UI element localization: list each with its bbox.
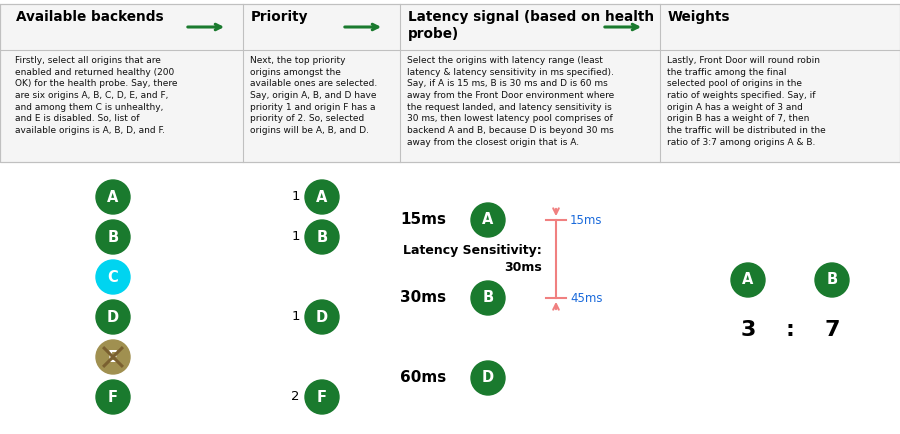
Circle shape bbox=[471, 361, 505, 395]
Text: A: A bbox=[482, 213, 494, 227]
Text: Priority: Priority bbox=[251, 10, 309, 24]
Circle shape bbox=[96, 300, 130, 334]
Text: F: F bbox=[108, 389, 118, 404]
Circle shape bbox=[305, 180, 339, 214]
Text: 30ms: 30ms bbox=[400, 290, 446, 306]
Text: A: A bbox=[742, 273, 753, 287]
Circle shape bbox=[96, 340, 130, 374]
Text: Available backends: Available backends bbox=[16, 10, 164, 24]
Text: D: D bbox=[107, 309, 119, 325]
Text: F: F bbox=[317, 389, 327, 404]
Circle shape bbox=[471, 281, 505, 315]
Text: :: : bbox=[786, 320, 795, 340]
Circle shape bbox=[305, 220, 339, 254]
Text: Firstly, select all origins that are
enabled and returned healthy (200
OK) for t: Firstly, select all origins that are ena… bbox=[15, 56, 177, 135]
Text: 1: 1 bbox=[292, 310, 300, 323]
Text: B: B bbox=[107, 230, 119, 244]
Text: 2: 2 bbox=[292, 391, 300, 404]
Circle shape bbox=[96, 180, 130, 214]
Text: 3: 3 bbox=[741, 320, 756, 340]
Text: 1: 1 bbox=[292, 230, 300, 243]
Text: 60ms: 60ms bbox=[400, 371, 446, 385]
Text: A: A bbox=[316, 190, 328, 204]
Circle shape bbox=[731, 263, 765, 297]
Text: A: A bbox=[107, 190, 119, 204]
Text: E: E bbox=[108, 349, 118, 365]
Text: C: C bbox=[108, 270, 119, 285]
Circle shape bbox=[96, 380, 130, 414]
Text: Latency Sensitivity:
30ms: Latency Sensitivity: 30ms bbox=[403, 244, 542, 274]
Text: Next, the top priority
origins amongst the
available ones are selected.
Say, ori: Next, the top priority origins amongst t… bbox=[250, 56, 377, 135]
Text: 7: 7 bbox=[824, 320, 840, 340]
Text: D: D bbox=[482, 371, 494, 385]
Text: B: B bbox=[482, 290, 493, 306]
Text: B: B bbox=[826, 273, 838, 287]
Circle shape bbox=[96, 220, 130, 254]
Circle shape bbox=[305, 300, 339, 334]
Text: B: B bbox=[317, 230, 328, 244]
Text: Latency signal (based on health
probe): Latency signal (based on health probe) bbox=[408, 10, 654, 41]
Circle shape bbox=[471, 203, 505, 237]
Circle shape bbox=[815, 263, 849, 297]
Text: 1: 1 bbox=[292, 191, 300, 204]
Bar bbox=[0, 4, 900, 162]
Text: 15ms: 15ms bbox=[570, 214, 602, 227]
Text: 15ms: 15ms bbox=[400, 213, 446, 227]
Text: Lastly, Front Door will round robin
the traffic among the final
selected pool of: Lastly, Front Door will round robin the … bbox=[667, 56, 826, 147]
Text: D: D bbox=[316, 309, 328, 325]
Text: Weights: Weights bbox=[668, 10, 731, 24]
Text: Select the origins with latency range (least
latency & latency sensitivity in ms: Select the origins with latency range (l… bbox=[407, 56, 614, 147]
Circle shape bbox=[96, 260, 130, 294]
Text: 45ms: 45ms bbox=[570, 292, 602, 305]
Circle shape bbox=[305, 380, 339, 414]
